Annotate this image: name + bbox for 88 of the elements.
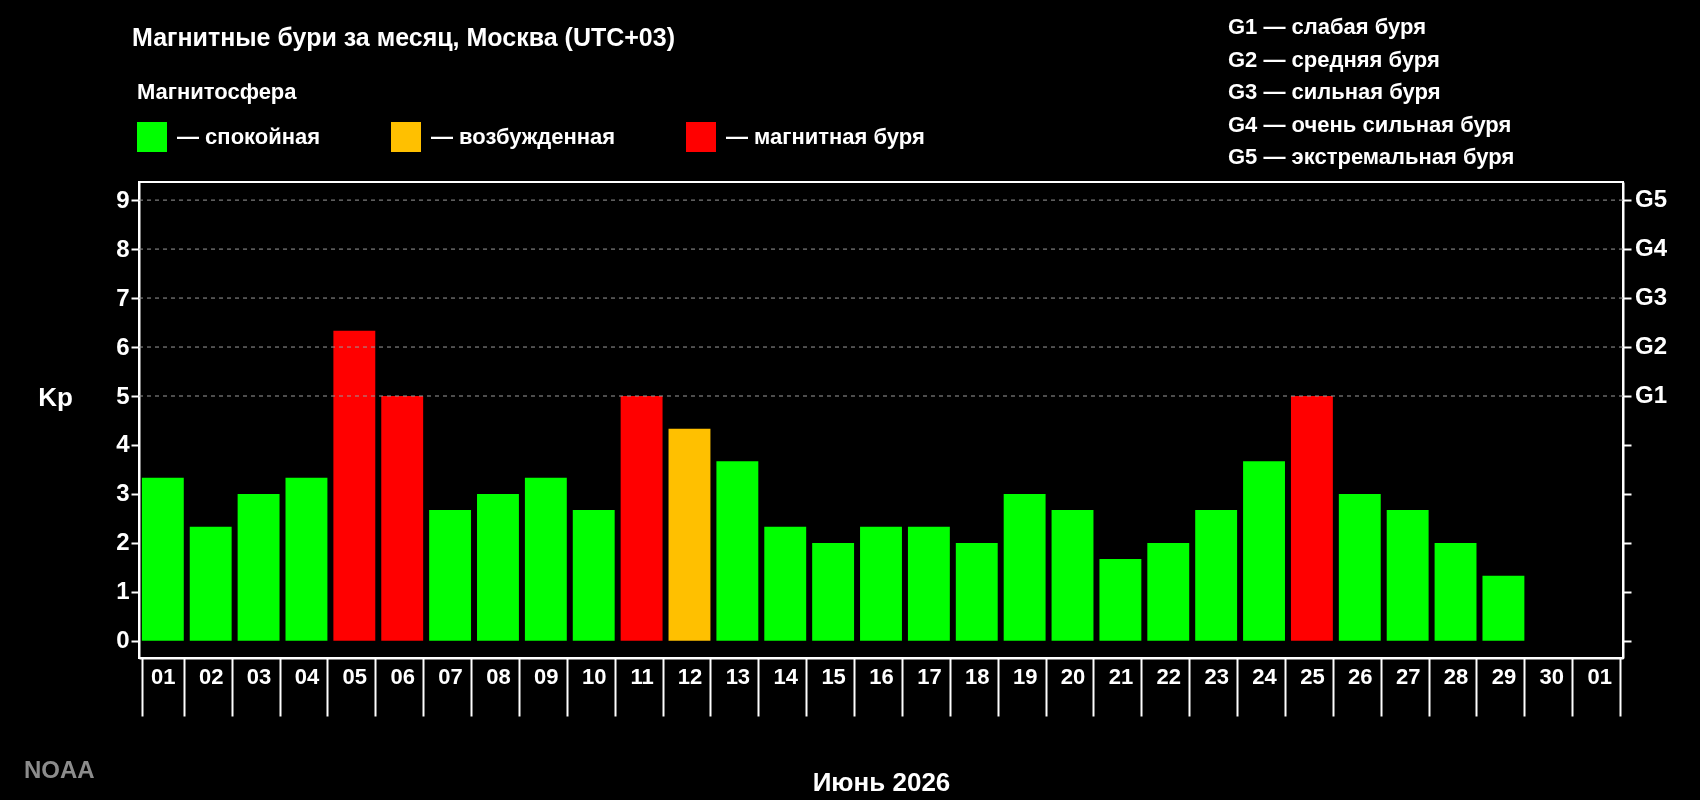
x-tick-label: 12 <box>677 663 703 689</box>
bar <box>189 526 232 641</box>
bar <box>620 396 663 641</box>
text: NOAA <box>24 756 95 783</box>
x-tick-label: 11 <box>630 663 654 689</box>
x-tick-label: 08 <box>486 663 511 689</box>
x-tick-label: 25 <box>1300 663 1325 689</box>
bar <box>860 526 902 641</box>
bar <box>333 330 376 641</box>
y-tick-label: 7 <box>116 283 130 311</box>
x-tick-label: 10 <box>581 663 607 689</box>
ref-line-label: G1 <box>1635 381 1668 408</box>
y-tick-label: 3 <box>116 479 130 507</box>
y-tick-label: 1 <box>116 577 130 605</box>
y-tick-label: 5 <box>116 381 130 409</box>
text: G5 — экстремальная буря <box>1228 144 1515 169</box>
x-tick-label: 15 <box>821 663 846 689</box>
bar <box>668 428 711 641</box>
bar <box>1147 542 1190 641</box>
bar <box>764 526 807 641</box>
bar <box>429 510 472 641</box>
y-tick-label: 0 <box>116 626 130 654</box>
bar <box>381 396 424 641</box>
x-tick-label: 24 <box>1252 663 1278 689</box>
x-tick-label: 06 <box>390 663 415 689</box>
x-tick-label: 27 <box>1395 663 1421 689</box>
x-tick-label: 29 <box>1491 663 1517 689</box>
ref-line-label: G5 <box>1635 185 1668 213</box>
x-tick-label: 09 <box>534 663 559 689</box>
bar <box>955 542 998 641</box>
y-tick-label: 4 <box>116 430 131 458</box>
x-tick-label: 30 <box>1539 663 1565 689</box>
bar <box>572 510 615 641</box>
x-tick-label: 01 <box>151 663 176 689</box>
x-tick-label: 04 <box>294 663 320 689</box>
y-tick-label: 6 <box>116 332 130 360</box>
bar <box>1482 575 1525 641</box>
bar <box>524 477 567 641</box>
x-tick-label: 26 <box>1348 663 1373 689</box>
x-axis-title: Июнь 2026 <box>812 766 951 797</box>
x-tick-label: 02 <box>198 663 224 689</box>
text: G2 — средняя буря <box>1228 46 1440 72</box>
x-tick-label: 16 <box>869 663 894 689</box>
x-tick-label: 14 <box>773 663 799 689</box>
y-axis-title: Kp <box>38 381 73 412</box>
bar <box>1195 510 1238 641</box>
x-tick-label: 07 <box>438 663 463 689</box>
bar <box>285 477 328 641</box>
legend-label: — возбужденная <box>431 124 616 149</box>
x-tick-label: 13 <box>725 663 751 689</box>
ref-line-label: G3 <box>1635 283 1668 311</box>
x-tick-label: 18 <box>965 663 990 689</box>
bar <box>1386 510 1429 641</box>
y-tick-label: 2 <box>116 528 130 556</box>
x-tick-label: 05 <box>342 663 368 689</box>
text: G1 — слабая буря <box>1228 14 1427 39</box>
bar <box>141 477 184 641</box>
bar <box>1434 542 1477 641</box>
x-tick-label: 23 <box>1204 663 1229 689</box>
chart-title: Магнитные бури за месяц, Москва (UTC+03) <box>132 23 676 51</box>
legend-label: — магнитная буря <box>726 124 925 149</box>
x-tick-label: 22 <box>1156 663 1182 689</box>
y-tick-label: 9 <box>116 185 130 213</box>
legend-label: — спокойная <box>177 124 321 149</box>
ref-line-label: G4 <box>1635 234 1668 262</box>
bar <box>907 526 950 641</box>
bar <box>477 493 519 641</box>
bar <box>1003 493 1046 641</box>
x-tick-label: 17 <box>917 663 942 689</box>
x-tick-label: 28 <box>1443 663 1469 689</box>
bar <box>716 461 759 641</box>
x-tick-label: 03 <box>246 663 272 689</box>
x-tick-label: 19 <box>1012 663 1038 689</box>
x-tick-label: 21 <box>1108 663 1134 689</box>
bar <box>1290 396 1333 641</box>
bar <box>1051 510 1094 641</box>
bar <box>812 542 855 641</box>
x-tick-label: 01 <box>1587 663 1612 689</box>
y-tick-label: 8 <box>116 234 130 262</box>
legend-title: Магнитосфера <box>137 79 298 104</box>
text: G3 — сильная буря <box>1228 79 1441 104</box>
bar <box>1099 559 1142 641</box>
text: G4 — очень сильная буря <box>1228 111 1512 137</box>
bar <box>237 493 280 641</box>
bar <box>1338 493 1381 641</box>
x-tick-label: 20 <box>1060 663 1086 689</box>
ref-line-label: G2 <box>1635 332 1668 360</box>
bar <box>1243 461 1285 641</box>
